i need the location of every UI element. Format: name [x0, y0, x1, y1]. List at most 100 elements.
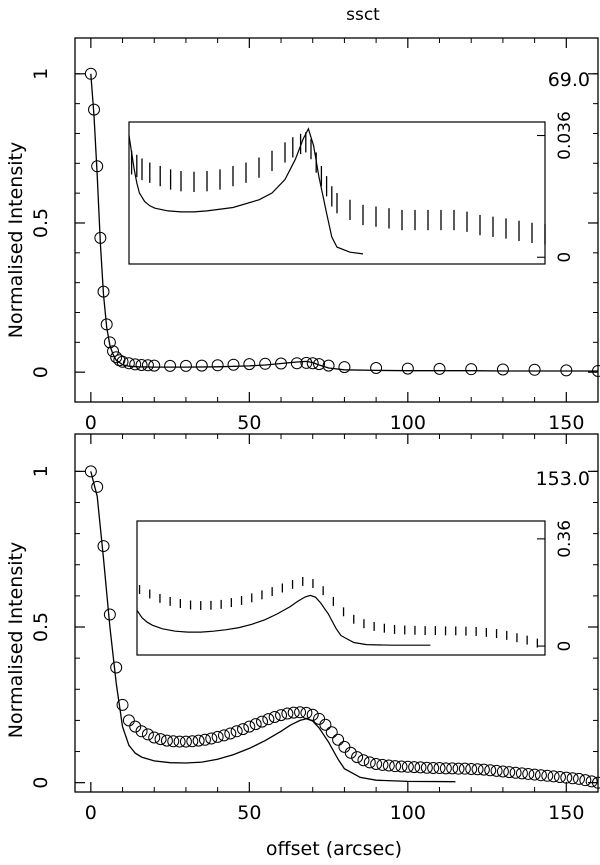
data-point — [224, 727, 237, 740]
data-point — [211, 359, 224, 372]
x-tick-label: 50 — [237, 412, 261, 434]
data-point — [205, 732, 218, 745]
data-point — [496, 765, 509, 778]
data-point — [376, 758, 389, 771]
data-point — [135, 725, 148, 738]
y-tick-label: 1 — [30, 465, 52, 477]
data-point — [420, 761, 433, 774]
data-point — [211, 730, 224, 743]
data-point — [414, 761, 427, 774]
data-point — [217, 729, 230, 742]
data-point — [338, 361, 351, 374]
data-point — [389, 760, 402, 773]
data-point — [259, 357, 272, 370]
data-point — [509, 766, 522, 779]
data-point — [433, 762, 446, 775]
data-point — [300, 706, 313, 719]
data-point — [129, 358, 142, 371]
inset-y-tick-label: 0.36 — [555, 520, 575, 558]
data-point — [522, 767, 535, 780]
data-point — [408, 761, 421, 774]
data-point — [227, 358, 240, 371]
data-point — [110, 351, 123, 364]
data-point — [179, 359, 192, 372]
data-point — [167, 735, 180, 748]
data-point — [490, 764, 503, 777]
data-point — [148, 731, 161, 744]
data-point — [401, 760, 414, 773]
y-tick-label: 0.5 — [30, 208, 52, 238]
data-point — [164, 359, 177, 372]
panel-bottom: 0 50 100 150 0 0.5 1 153.0 0 0.36 — [30, 433, 600, 824]
data-point — [122, 714, 135, 727]
y-axis-label-bottom: Normalised Intensity — [5, 542, 27, 738]
data-point — [294, 706, 307, 719]
data-point — [547, 770, 560, 783]
data-point — [528, 768, 541, 781]
plot-frame — [74, 433, 599, 793]
panel-annotation: 69.0 — [548, 69, 590, 91]
data-point — [275, 709, 288, 722]
data-point — [319, 718, 332, 731]
data-point — [579, 774, 592, 787]
data-point — [484, 764, 497, 777]
data-point — [141, 359, 154, 372]
data-point — [313, 358, 326, 371]
data-point — [230, 725, 243, 738]
y-tick-label: 0.5 — [30, 612, 52, 642]
data-point — [401, 362, 414, 375]
figure-title: ssct — [346, 5, 380, 25]
data-point — [154, 733, 167, 746]
x-tick-label: 150 — [548, 412, 584, 434]
data-point — [91, 480, 104, 493]
data-point — [572, 772, 585, 785]
data-point — [141, 728, 154, 741]
x-tick-label: 0 — [85, 802, 97, 824]
data-point — [173, 735, 186, 748]
data-point — [195, 359, 208, 372]
data-point — [290, 357, 303, 370]
data-point — [268, 710, 281, 723]
y-axis-label-top: Normalised Intensity — [5, 142, 27, 338]
data-point — [515, 767, 528, 780]
data-point — [566, 772, 579, 785]
inset-frame — [136, 520, 546, 656]
x-tick-label: 150 — [548, 802, 584, 824]
data-point — [262, 713, 275, 726]
data-point — [332, 733, 345, 746]
data-point — [110, 661, 123, 674]
data-point — [306, 357, 319, 370]
x-tick-label: 100 — [390, 802, 426, 824]
inset-y-tick-label: 0 — [555, 252, 575, 263]
data-point — [471, 763, 484, 776]
data-point — [243, 358, 256, 371]
data-point — [249, 718, 262, 731]
y-tick-label: 0 — [30, 777, 52, 789]
data-point — [560, 771, 573, 784]
data-point — [370, 757, 383, 770]
inset-model-line — [128, 127, 364, 255]
data-point — [446, 762, 459, 775]
x-tick-label: 0 — [85, 412, 97, 434]
data-point — [236, 723, 249, 736]
data-point — [198, 733, 211, 746]
panel-annotation: 153.0 — [536, 468, 590, 490]
y-tick-label: 1 — [30, 68, 52, 80]
data-point — [116, 355, 129, 368]
data-point — [281, 707, 294, 720]
data-point — [135, 359, 148, 372]
data-point — [179, 735, 192, 748]
data-point — [465, 762, 478, 775]
x-axis-label: offset (arcsec) — [266, 838, 402, 860]
data-point — [439, 762, 452, 775]
data-point — [592, 776, 600, 789]
data-point — [186, 735, 199, 748]
data-point — [382, 759, 395, 772]
data-point — [363, 756, 376, 769]
y-tick-label: 0 — [30, 366, 52, 378]
inset-model-line — [136, 594, 431, 646]
data-point — [107, 345, 120, 358]
data-point — [116, 698, 129, 711]
data-point — [103, 608, 116, 621]
